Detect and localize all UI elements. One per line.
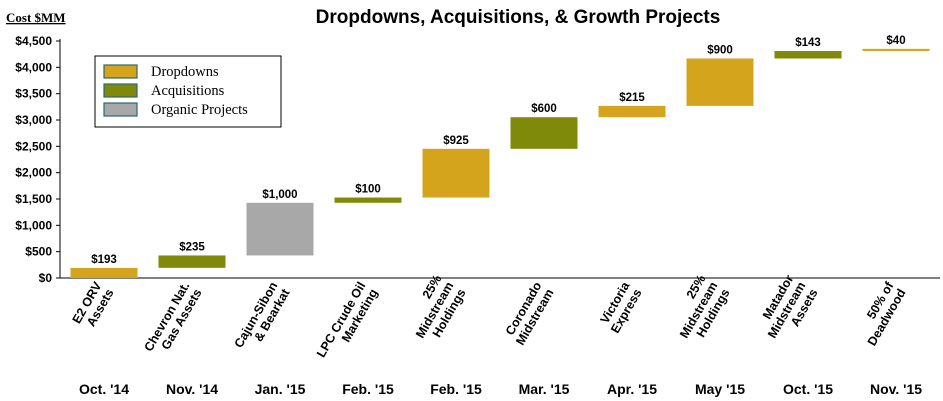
y-tick-label: $3,000 xyxy=(15,113,52,127)
x-category-label: MatadorMidstreamAssets xyxy=(753,272,821,347)
x-category-label: 25%MidstreamHoldings xyxy=(401,272,469,347)
y-tick-label: $0 xyxy=(39,271,53,285)
x-date-label: Apr. '15 xyxy=(607,381,657,397)
x-category-label: E2 ORVAssets xyxy=(70,279,117,333)
data-label: $100 xyxy=(355,184,381,196)
chart-title: Dropdowns, Acquisitions, & Growth Projec… xyxy=(316,7,721,28)
y-tick-label: $1,000 xyxy=(15,218,52,232)
bar xyxy=(598,105,666,118)
legend-label: Organic Projects xyxy=(151,102,248,118)
x-category-labels: E2 ORVAssets Chevron Nat.Gas Assets Cajun-… xyxy=(70,272,909,367)
data-label: $925 xyxy=(443,135,469,147)
x-category-label: 25%MidstreamHoldings xyxy=(665,272,733,347)
bar xyxy=(774,50,842,59)
x-category-label: 50% ofDeadwood xyxy=(853,279,909,348)
y-tick-label: $4,500 xyxy=(15,34,52,48)
legend-swatch xyxy=(103,83,138,98)
x-date-labels: Oct. '14 Nov. '14 Jan. '15 Feb. '15 Feb. '15… xyxy=(79,381,922,397)
data-label: $193 xyxy=(91,254,117,266)
bar xyxy=(686,58,754,106)
x-date-label: Jan. '15 xyxy=(255,381,306,397)
x-category-label: CoronadoMidstream xyxy=(501,279,557,347)
y-tick-label: $2,000 xyxy=(15,166,52,180)
x-date-label: Oct. '15 xyxy=(783,381,833,397)
bar xyxy=(510,117,578,149)
y-tick-label: $4,000 xyxy=(15,60,52,74)
legend: Dropdowns Acquisitions Organic Projects xyxy=(94,55,282,128)
x-date-label: Nov. '14 xyxy=(166,381,218,397)
x-date-label: Feb. '15 xyxy=(342,381,394,397)
data-labels: $193 $235 $1,000 $100 $925 $600 $215 $900 $143 $4… xyxy=(91,35,905,266)
y-tick-label: $3,500 xyxy=(15,87,52,101)
bar xyxy=(158,255,226,268)
bar xyxy=(422,148,490,198)
legend-swatch xyxy=(103,102,138,117)
bar xyxy=(334,197,402,203)
y-tick-label: $2,500 xyxy=(15,139,52,153)
data-label: $143 xyxy=(795,37,821,49)
legend-label: Dropdowns xyxy=(151,64,219,80)
bar xyxy=(70,267,138,278)
y-tick-label: $500 xyxy=(25,245,52,259)
data-label: $215 xyxy=(619,92,645,104)
bars xyxy=(70,48,930,278)
x-category-label: VictoriaExpress xyxy=(596,279,645,336)
x-category-label: LPC Crude OilMarketing xyxy=(314,280,381,367)
legend-swatch xyxy=(103,64,138,79)
x-date-label: May '15 xyxy=(695,381,745,397)
data-label: $40 xyxy=(886,35,905,47)
x-date-label: Oct. '14 xyxy=(79,381,129,397)
x-date-label: Nov. '15 xyxy=(870,381,922,397)
y-axis-title: Cost $MM xyxy=(6,10,66,25)
x-category-label: Cajun-Sibon& Bearkat xyxy=(232,279,293,357)
bar xyxy=(862,48,930,51)
data-label: $235 xyxy=(179,241,205,253)
x-date-label: Mar. '15 xyxy=(519,381,570,397)
bar xyxy=(246,202,314,256)
x-category-label: Chevron Nat.Gas Assets xyxy=(141,279,204,360)
legend-label: Acquisitions xyxy=(151,83,225,99)
data-label: $600 xyxy=(531,103,557,115)
data-label: $1,000 xyxy=(262,189,297,201)
y-tick-label: $1,500 xyxy=(15,192,52,206)
x-date-label: Feb. '15 xyxy=(430,381,482,397)
data-label: $900 xyxy=(707,44,733,56)
axes: $0 $500 $1,000 $1,500 $2,000 $2,500 $3,000 $3,5… xyxy=(15,34,940,285)
